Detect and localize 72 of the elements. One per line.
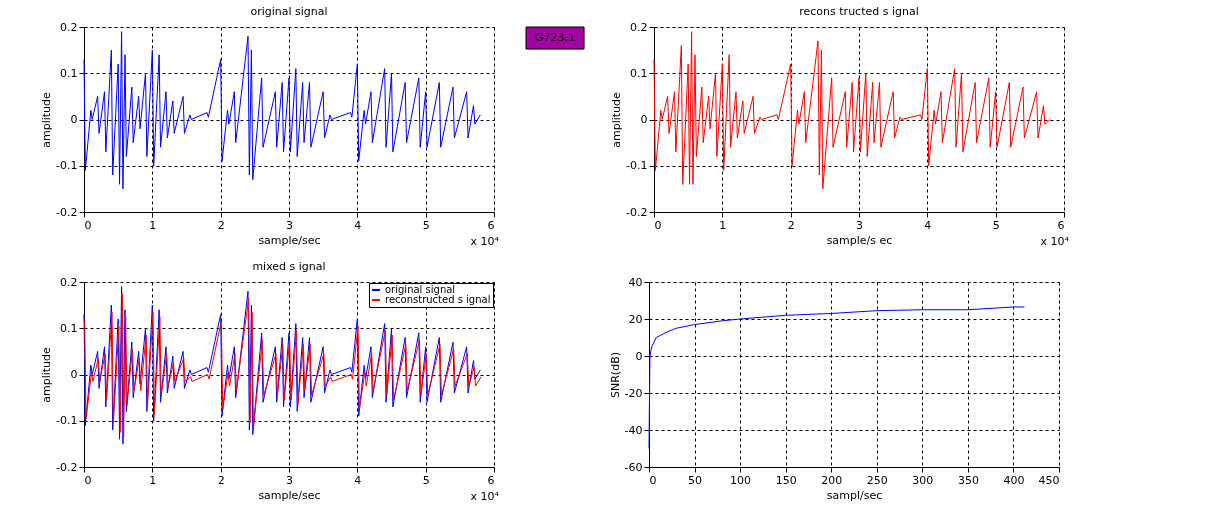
x-tick-label: 5 [422, 218, 430, 232]
y-tick-label: 0.2 [60, 20, 78, 34]
legend-label: original signal [385, 284, 456, 295]
x-tick-label: 2 [787, 218, 795, 232]
x-tick-label: 100 [730, 473, 752, 487]
y-tick-label: -40 [624, 423, 643, 437]
y-tick-label: 0 [635, 349, 643, 363]
y-tick-label: 0 [640, 113, 648, 126]
chart-title: mixed s ignal [252, 260, 326, 273]
y-tick-label: 0 [70, 113, 78, 126]
y-axis-title: amplitude [40, 346, 54, 403]
y-tick-label: -0.1 [56, 159, 78, 173]
x-tick-label: 1 [149, 473, 157, 487]
x-tick-label: 6 [487, 218, 495, 232]
y-tick-label: -0.2 [626, 205, 648, 219]
x-tick-label: 6 [1057, 218, 1065, 232]
y-tick-label: -60 [624, 460, 643, 474]
x-tick-label: 3 [286, 218, 293, 232]
x-tick-label: 50 [688, 473, 703, 487]
x-tick-label: 0 [84, 218, 92, 232]
x-tick-label: 2 [217, 218, 225, 232]
text: x 10⁴ [1040, 235, 1070, 248]
x-tick-label: 1 [149, 218, 157, 232]
x-tick-label: 2 [217, 473, 225, 487]
y-tick-label: -0.2 [56, 460, 78, 474]
x-tick-label: 3 [856, 218, 863, 232]
y-tick-label: 0.1 [60, 66, 78, 80]
x-tick-label: 150 [775, 473, 797, 487]
y-tick-label: 0.2 [60, 275, 78, 289]
y-axis-title: amplitude [610, 91, 624, 148]
x-tick-label: 1 [719, 218, 727, 232]
x-axis-title: sampl/sec [826, 488, 883, 502]
x-tick-label: 350 [957, 473, 979, 487]
x-tick-label: 0 [654, 218, 662, 232]
y-tick-label: 0.1 [630, 66, 648, 80]
text: x 10⁴ [470, 490, 500, 503]
line-series [653, 31, 1051, 190]
x-tick-label: 4 [354, 473, 362, 487]
x-tick-label: 0 [649, 473, 657, 487]
x-axis-title: sample/sec [258, 233, 321, 247]
x-tick-label: 6 [487, 473, 495, 487]
y-tick-label: -0.2 [56, 205, 78, 219]
line-series [83, 31, 481, 190]
x-axis-title: sample/s ec [826, 233, 893, 247]
x-tick-label: 4 [924, 218, 932, 232]
x-tick-label: 200 [821, 473, 843, 487]
x-tick-label: 450 [1038, 473, 1060, 487]
x-tick-label: 4 [354, 218, 362, 232]
y-tick-label: 40 [628, 275, 643, 289]
x-tick-label: 3 [286, 473, 293, 487]
x-tick-label: 0 [84, 473, 92, 487]
y-tick-label: 0.2 [630, 20, 648, 34]
x-tick-label: 250 [866, 473, 888, 487]
text: G723.1 [534, 31, 576, 44]
y-tick-label: -20 [624, 386, 643, 400]
x-axis-title: sample/sec [258, 488, 321, 502]
y-tick-label: 0 [70, 368, 78, 381]
x-tick-label: 5 [422, 473, 430, 487]
y-tick-label: -0.1 [56, 414, 78, 428]
x-tick-label: 400 [1003, 473, 1025, 487]
x-tick-label: 5 [992, 218, 1000, 232]
chart-title: recons tructed s ignal [799, 5, 919, 18]
chart-title: original signal [250, 5, 328, 18]
y-tick-label: -0.1 [626, 159, 648, 173]
y-tick-label: 20 [628, 312, 643, 326]
y-axis-title: SNR(dB) [608, 352, 622, 398]
x-tick-label: 300 [912, 473, 934, 487]
y-tick-label: 0.1 [60, 321, 78, 335]
text: x 10⁴ [470, 235, 500, 248]
legend-label: reconstructed s ignal [385, 294, 491, 305]
line-series [648, 306, 1025, 449]
y-axis-title: amplitude [40, 91, 54, 148]
